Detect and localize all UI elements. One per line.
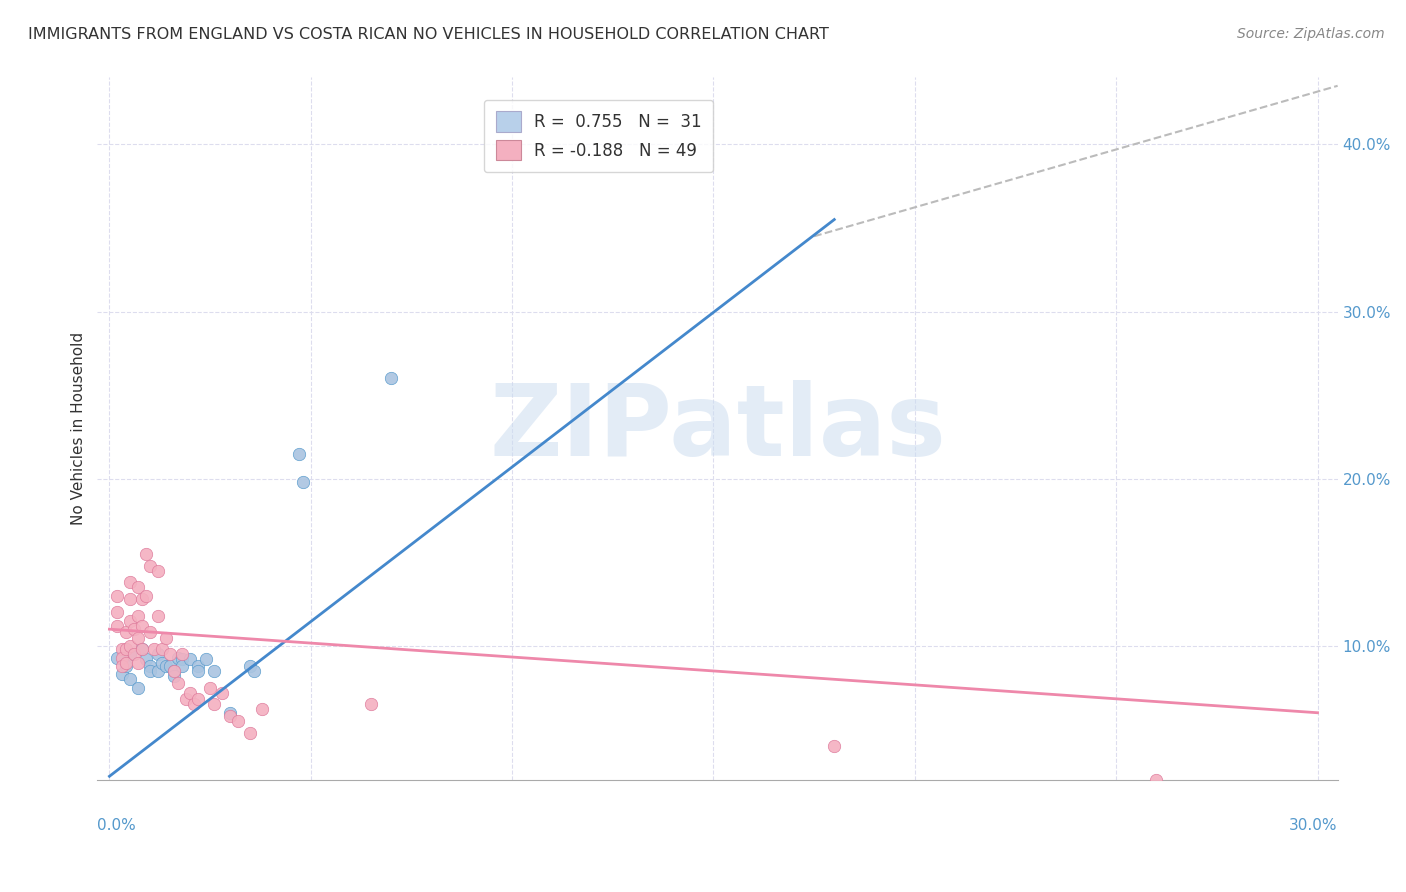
Point <box>163 664 186 678</box>
Point <box>179 686 201 700</box>
Point <box>107 650 129 665</box>
Point <box>146 564 169 578</box>
Point <box>118 639 141 653</box>
Point <box>187 659 209 673</box>
Point <box>127 681 149 695</box>
Point <box>110 650 132 665</box>
Point <box>179 652 201 666</box>
Point <box>118 614 141 628</box>
Point <box>159 647 181 661</box>
Point <box>127 608 149 623</box>
Point <box>118 673 141 687</box>
Point <box>187 692 209 706</box>
Point <box>823 739 845 754</box>
Text: 0.0%: 0.0% <box>97 818 136 833</box>
Text: ZIPatlas: ZIPatlas <box>489 380 946 477</box>
Point <box>114 642 136 657</box>
Point <box>146 608 169 623</box>
Point <box>239 659 262 673</box>
Point <box>138 664 160 678</box>
Point <box>198 681 221 695</box>
Point <box>211 686 233 700</box>
Text: IMMIGRANTS FROM ENGLAND VS COSTA RICAN NO VEHICLES IN HOUSEHOLD CORRELATION CHAR: IMMIGRANTS FROM ENGLAND VS COSTA RICAN N… <box>28 27 830 42</box>
Text: Source: ZipAtlas.com: Source: ZipAtlas.com <box>1237 27 1385 41</box>
Point <box>155 631 177 645</box>
Point <box>122 647 145 661</box>
Point <box>287 447 309 461</box>
Point <box>170 647 193 661</box>
Point <box>226 714 249 728</box>
Point <box>219 709 242 723</box>
Point <box>127 631 149 645</box>
Point <box>127 656 149 670</box>
Point <box>135 589 157 603</box>
Point <box>107 606 129 620</box>
Point <box>107 589 129 603</box>
Point <box>131 642 153 657</box>
Point <box>110 642 132 657</box>
Point <box>174 692 197 706</box>
Point <box>170 659 193 673</box>
Point <box>163 669 186 683</box>
Point <box>118 647 141 661</box>
Point <box>138 625 160 640</box>
Legend: R =  0.755   N =  31, R = -0.188   N = 49: R = 0.755 N = 31, R = -0.188 N = 49 <box>484 100 713 172</box>
Point <box>135 652 157 666</box>
Point <box>239 726 262 740</box>
Point <box>170 652 193 666</box>
Point <box>380 371 402 385</box>
Point <box>360 698 382 712</box>
Point <box>110 659 132 673</box>
Point <box>131 592 153 607</box>
Point <box>146 664 169 678</box>
Point <box>202 664 225 678</box>
Point <box>202 698 225 712</box>
Point <box>291 475 314 489</box>
Point <box>138 659 160 673</box>
Point <box>159 659 181 673</box>
Point <box>195 652 218 666</box>
Point <box>1144 772 1167 787</box>
Point <box>163 664 186 678</box>
Point <box>127 580 149 594</box>
Point <box>142 642 165 657</box>
Point <box>138 558 160 573</box>
Point <box>107 619 129 633</box>
Point <box>167 675 190 690</box>
Point <box>146 647 169 661</box>
Point <box>167 650 190 665</box>
Point <box>219 706 242 720</box>
Point <box>131 642 153 657</box>
Text: 30.0%: 30.0% <box>1289 818 1337 833</box>
Point <box>150 642 173 657</box>
Point <box>252 702 274 716</box>
Point <box>187 664 209 678</box>
Point <box>118 592 141 607</box>
Point <box>122 622 145 636</box>
Y-axis label: No Vehicles in Household: No Vehicles in Household <box>72 332 86 525</box>
Point <box>114 625 136 640</box>
Point <box>243 664 266 678</box>
Point <box>183 698 205 712</box>
Point <box>114 656 136 670</box>
Point <box>118 575 141 590</box>
Point <box>155 659 177 673</box>
Point <box>131 619 153 633</box>
Point <box>135 547 157 561</box>
Point <box>114 659 136 673</box>
Point <box>110 667 132 681</box>
Point <box>150 656 173 670</box>
